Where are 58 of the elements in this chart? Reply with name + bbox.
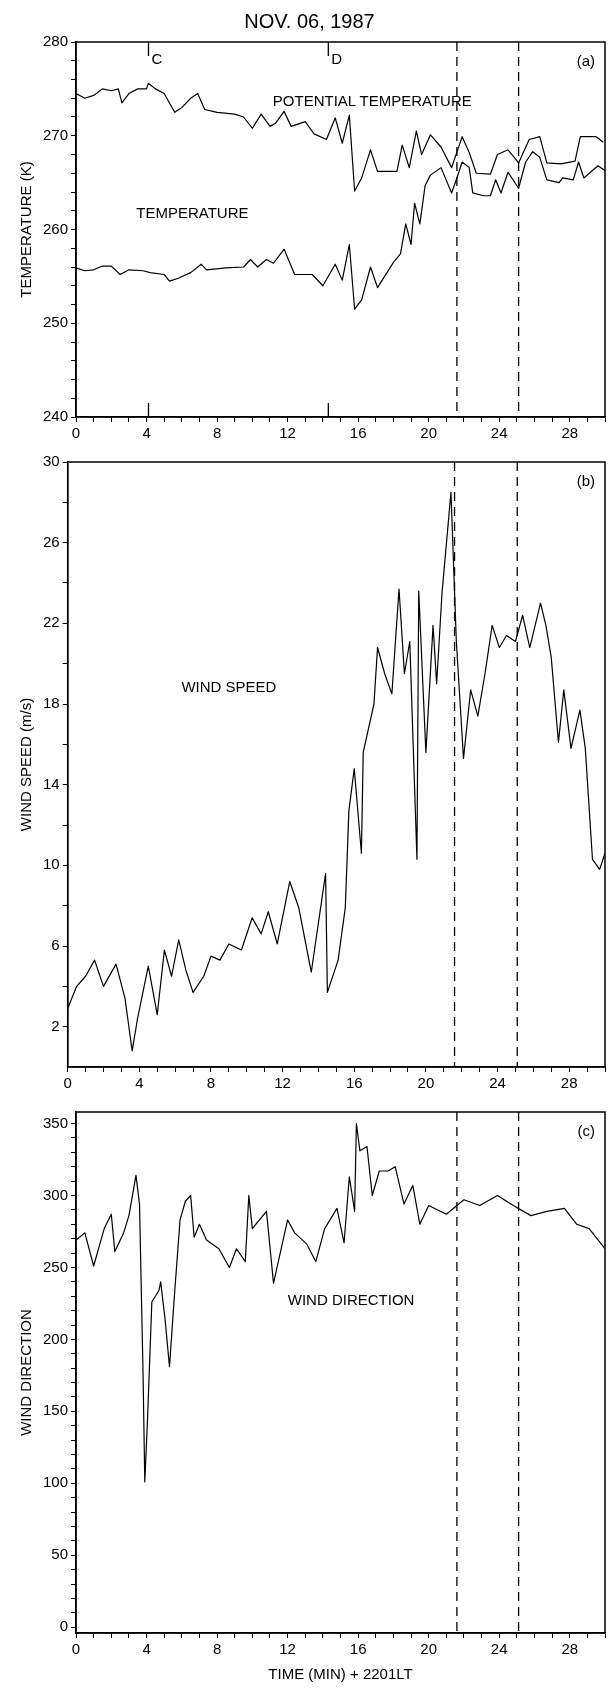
text: TEMPERATURE xyxy=(136,204,249,222)
y-tick-label: 350 xyxy=(43,1113,69,1131)
text: WIND SPEED xyxy=(181,677,277,695)
y-tick-label: 50 xyxy=(51,1545,69,1563)
x-tick-label: 12 xyxy=(279,1640,296,1658)
y-tick-label: 150 xyxy=(43,1401,69,1419)
annotation: (b) xyxy=(576,472,595,489)
x-tick-label: 4 xyxy=(142,1640,151,1658)
x-tick-label: 8 xyxy=(206,1074,216,1092)
y-tick-label: 240 xyxy=(43,407,69,425)
y-tick-label: 22 xyxy=(43,613,60,631)
y-axis-title: WIND SPEED (m/s) xyxy=(17,697,35,832)
y-tick-label: 2 xyxy=(51,1016,60,1034)
annotation: D xyxy=(331,50,343,67)
x-tick-label: 12 xyxy=(279,424,296,442)
y-tick-label: 30 xyxy=(43,452,60,470)
x-tick-label: 16 xyxy=(345,1074,363,1092)
x-tick-label: 24 xyxy=(490,1640,508,1658)
y-tick-label: 280 xyxy=(43,32,69,50)
y-tick-label: 270 xyxy=(43,125,69,143)
x-tick-label: 20 xyxy=(420,424,438,442)
y-axis-title: WIND DIRECTION xyxy=(17,1309,35,1436)
y-tick-label: 250 xyxy=(43,313,69,331)
y-axis-title: TEMPERATURE (K) xyxy=(17,161,35,298)
x-tick-label: 8 xyxy=(212,1640,222,1658)
annotation: (c) xyxy=(577,1122,595,1139)
y-tick-label: 10 xyxy=(43,855,60,873)
x-tick-label: 12 xyxy=(274,1074,291,1092)
x-tick-label: 0 xyxy=(71,1640,81,1658)
series-label: POTENTIAL TEMPERATURE xyxy=(272,91,472,109)
y-tick-label: 6 xyxy=(51,936,60,954)
x-tick-label: 16 xyxy=(349,424,367,442)
x-tick-label: 20 xyxy=(420,1640,438,1658)
x-tick-label: 20 xyxy=(417,1074,435,1092)
y-tick-label: 14 xyxy=(43,774,60,792)
y-tick-label: 18 xyxy=(43,694,60,712)
x-tick-label: 28 xyxy=(561,424,579,442)
x-tick-label: 0 xyxy=(71,424,81,442)
x-tick-label: 24 xyxy=(489,1074,506,1092)
chart-title: NOV. 06, 1987 xyxy=(244,9,375,32)
y-tick-label: 250 xyxy=(43,1257,69,1275)
y-tick-label: 300 xyxy=(43,1185,69,1203)
y-tick-label: 260 xyxy=(43,219,69,237)
annotation: (a) xyxy=(576,52,595,69)
y-tick-label: 100 xyxy=(43,1473,69,1491)
x-tick-label: 4 xyxy=(135,1074,144,1092)
y-tick-label: 200 xyxy=(43,1329,69,1347)
x-axis-title: TIME (MIN) + 2201LT xyxy=(268,1665,413,1683)
y-tick-label: 0 xyxy=(59,1617,69,1635)
x-tick-label: 16 xyxy=(349,1640,367,1658)
x-tick-label: 28 xyxy=(560,1074,578,1092)
x-tick-label: 28 xyxy=(561,1640,579,1658)
y-tick-label: 26 xyxy=(43,532,60,550)
x-tick-label: 4 xyxy=(142,424,151,442)
series-label: WIND DIRECTION xyxy=(287,1290,415,1308)
x-tick-label: 24 xyxy=(490,424,508,442)
annotation: C xyxy=(151,50,163,67)
x-tick-label: 8 xyxy=(212,424,222,442)
